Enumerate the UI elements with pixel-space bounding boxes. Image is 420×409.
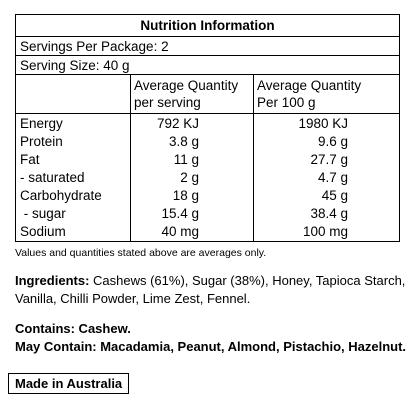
- ingredients-label: Ingredients:: [15, 273, 90, 288]
- per-serving-value: 792 KJ: [156, 116, 199, 131]
- per-100g-value: 45 g: [321, 188, 348, 203]
- per-serving-value: 15.4 g: [161, 206, 199, 221]
- ingredients-text: Cashews (61%), Sugar (38%), Honey, Tapio…: [15, 273, 406, 306]
- nutrition-table: Average Quantity per serving Average Qua…: [16, 75, 399, 241]
- per-serving-value: 18 g: [172, 188, 199, 203]
- col1-header: Average Quantity per serving: [134, 77, 238, 111]
- per-100g-value: 4.7 g: [317, 170, 348, 185]
- col2-header-line1: Average Quantity: [257, 78, 362, 93]
- allergen-statement: Contains: Cashew. May Contain: Macadamia…: [15, 320, 410, 356]
- per-100g-value: 38.4 g: [310, 206, 348, 221]
- origin-badge: Made in Australia: [8, 373, 130, 394]
- nutrient-name: Energy: [20, 116, 63, 131]
- servings-per-package: Servings Per Package: 2: [16, 37, 399, 56]
- nutrient-name: - saturated: [20, 170, 85, 185]
- contains-label: Contains: Cashew.: [15, 321, 131, 336]
- may-contain-label: May Contain: Macadamia, Peanut, Almond, …: [15, 339, 407, 354]
- column-divider: [130, 75, 131, 241]
- col1-header-line2: per serving: [134, 95, 201, 110]
- per-100g-value: 100 mg: [302, 224, 348, 239]
- ingredients-statement: Ingredients: Cashews (61%), Sugar (38%),…: [15, 272, 410, 308]
- per-100g-value: 1980 KJ: [298, 116, 348, 131]
- nutrient-name: - sugar: [20, 206, 66, 221]
- col2-header-line2: Per 100 g: [257, 95, 316, 110]
- header-divider: [16, 113, 399, 114]
- per-serving-value: 40 mg: [161, 224, 199, 239]
- nutrition-panel: Nutrition Information Servings Per Packa…: [15, 14, 400, 242]
- averages-note: Values and quantities stated above are a…: [15, 247, 267, 259]
- panel-title: Nutrition Information: [16, 15, 399, 37]
- col2-header: Average Quantity Per 100 g: [257, 77, 361, 111]
- nutrient-name: Carbohydrate: [20, 188, 102, 203]
- column-divider: [253, 75, 254, 241]
- per-100g-value: 27.7 g: [310, 152, 348, 167]
- nutrient-name: Sodium: [20, 224, 66, 239]
- per-100g-value: 9.6 g: [317, 134, 348, 149]
- col1-header-line1: Average Quantity: [134, 78, 239, 93]
- per-serving-value: 2 g: [180, 170, 199, 185]
- per-serving-value: 3.8 g: [168, 134, 199, 149]
- nutrient-name: Fat: [20, 152, 40, 167]
- nutrient-name: Protein: [20, 134, 63, 149]
- per-serving-value: 11 g: [173, 152, 199, 167]
- serving-size: Serving Size: 40 g: [16, 56, 399, 75]
